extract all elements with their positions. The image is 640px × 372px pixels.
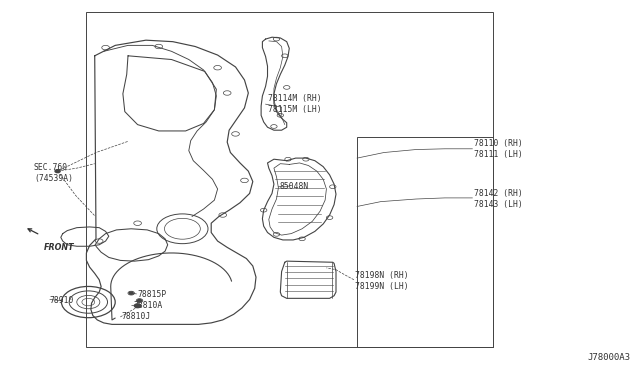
- Text: FRONT: FRONT: [44, 243, 74, 252]
- Text: 78110 (RH)
78111 (LH): 78110 (RH) 78111 (LH): [474, 139, 522, 158]
- Bar: [86, 12, 493, 347]
- Circle shape: [129, 292, 133, 294]
- Text: 78142 (RH)
78143 (LH): 78142 (RH) 78143 (LH): [474, 189, 522, 209]
- Text: 78815P: 78815P: [138, 290, 167, 299]
- Bar: [357, 137, 493, 347]
- Text: 78114M (RH)
78115M (LH): 78114M (RH) 78115M (LH): [268, 94, 321, 114]
- Text: 78810A: 78810A: [133, 301, 163, 310]
- Text: 78810J: 78810J: [122, 312, 151, 321]
- Text: 78198N (RH)
78199N (LH): 78198N (RH) 78199N (LH): [355, 271, 409, 291]
- Circle shape: [138, 299, 141, 302]
- Text: 78910: 78910: [50, 296, 74, 305]
- Circle shape: [55, 170, 60, 173]
- Text: J78000A3: J78000A3: [588, 353, 630, 362]
- Text: 85048N: 85048N: [279, 182, 308, 191]
- Circle shape: [134, 304, 141, 308]
- Text: SEC.760
(74539A): SEC.760 (74539A): [34, 163, 73, 183]
